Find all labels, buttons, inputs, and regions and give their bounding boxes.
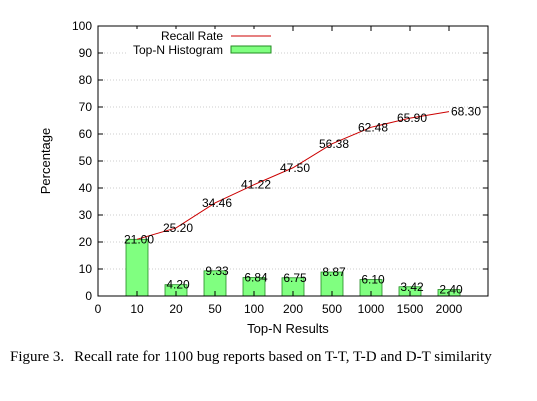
y-tick-label: 0 [85,289,92,303]
y-tick-label: 60 [79,127,93,141]
y-axis-title: Percentage [38,128,53,195]
histogram-label: 6.84 [244,271,268,285]
histogram-label: 4.20 [166,278,190,292]
grid [98,52,488,270]
recall-rate-label: 34.46 [202,196,232,210]
y-tick-label: 30 [79,208,93,222]
legend-label-top-n-histogram: Top-N Histogram [133,43,223,57]
x-tick-label: 50 [208,302,222,316]
y-tick-label: 90 [79,46,93,60]
x-tick-label: 0 [95,302,102,316]
x-tick-label: 100 [244,302,264,316]
x-tick-label: 500 [322,302,342,316]
recall-rate-label: 68.30 [451,105,481,119]
recall-rate-label: 56.38 [319,137,349,151]
legend-background [128,29,274,59]
figure-caption: Figure 3. Recall rate for 1100 bug report… [10,348,527,366]
histogram-label: 2.40 [439,283,463,297]
recall-rate-line [136,111,450,240]
x-tick-label: 20 [169,302,183,316]
x-tick-label: 10 [130,302,144,316]
x-tick-label: 1500 [397,302,424,316]
histogram-label: 9.33 [205,264,229,278]
x-axis-title: Top-N Results [247,321,329,336]
y-tick-label: 10 [79,262,93,276]
caption-text: Recall rate for 1100 bug reports based o… [74,349,492,365]
recall-rate-label: 62.48 [358,120,388,134]
histogram-label: 3.42 [400,280,424,294]
recall-rate-label: 21.00 [124,232,154,246]
data-labels: 21.00 25.20 34.46 41.22 47.50 56.38 62.48 65.90… [124,105,481,297]
y-tick-label: 20 [79,235,93,249]
recall-line-group [136,111,450,240]
y-tick-label: 40 [79,181,93,195]
legend-label-recall-rate: Recall Rate [161,29,223,43]
recall-rate-label: 47.50 [280,161,310,175]
y-tick-label: 50 [79,154,93,168]
recall-rate-label: 65.90 [397,111,427,125]
histogram-label: 6.10 [361,273,385,287]
y-tick-label: 80 [79,73,93,87]
y-tick-label: 100 [72,19,92,33]
legend: Recall Rate Top-N Histogram [128,29,274,59]
legend-swatch-top-n-histogram [230,45,272,54]
x-tick-label: 200 [283,302,303,316]
histogram-bars [125,238,461,297]
y-tick-label: 70 [79,100,93,114]
histogram-label: 8.87 [322,265,346,279]
histogram-label: 6.75 [283,271,307,285]
x-tick-label: 1000 [358,302,385,316]
histogram-bar [125,238,149,297]
recall-rate-label: 25.20 [163,221,193,235]
x-tick-label: 2000 [436,302,463,316]
caption-label: Figure 3. [10,349,65,365]
recall-rate-label: 41.22 [241,178,271,192]
